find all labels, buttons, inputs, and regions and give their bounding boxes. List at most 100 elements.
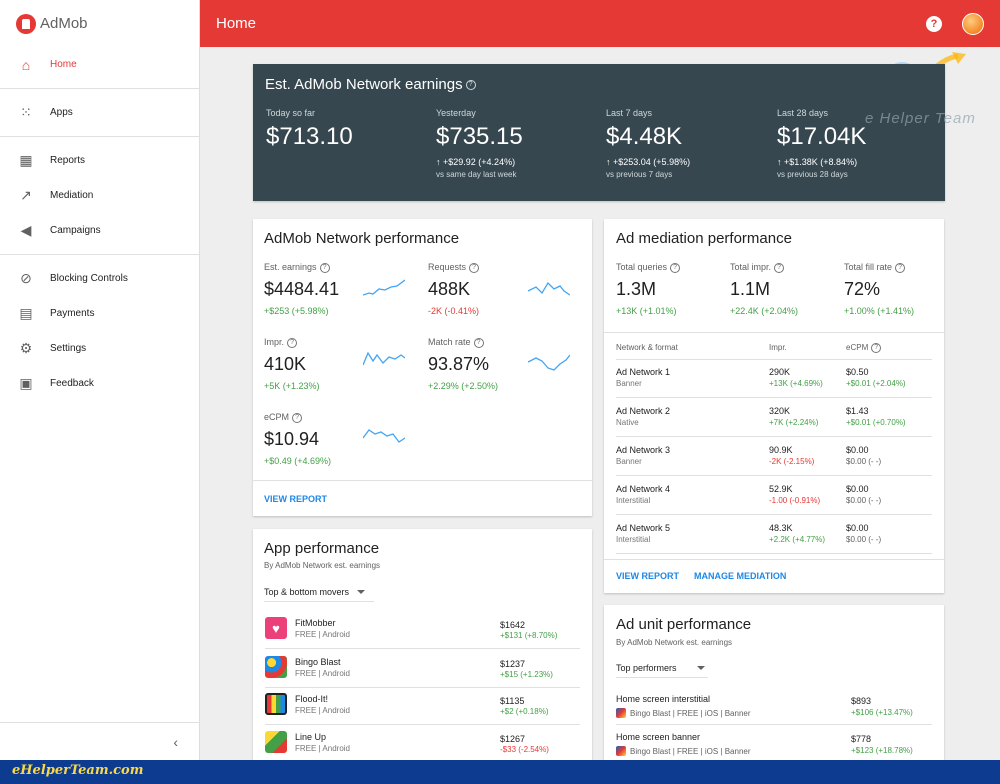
- collapse-sidebar-button[interactable]: ‹: [0, 722, 200, 760]
- flood-it-app-icon: [265, 693, 287, 715]
- earnings-label: Today so far: [266, 108, 316, 118]
- block-icon: ⊘: [20, 270, 32, 286]
- sparkline: [363, 279, 405, 296]
- metric-change: +1.00% (+1.41%): [844, 305, 915, 316]
- earnings-label: Last 7 days: [606, 108, 653, 118]
- help-icon[interactable]: ?: [895, 262, 906, 273]
- earnings-title: Est. AdMob Network earnings?: [265, 76, 476, 93]
- table-row[interactable]: Ad Network 5 Interstitial 48.3K +2.2K (+…: [616, 516, 932, 554]
- list-item[interactable]: ♥ FitMobber FREE | Android $1642 +$131 (…: [265, 611, 580, 649]
- view-report-link[interactable]: VIEW REPORT: [264, 494, 328, 504]
- help-icon[interactable]: ?: [774, 262, 785, 273]
- logo[interactable]: AdMob: [0, 0, 199, 47]
- help-icon[interactable]: ?: [473, 337, 484, 348]
- sidebar-item-mediation[interactable]: ↗ Mediation: [0, 178, 199, 213]
- table-row[interactable]: Ad Network 2 Native 320K +7K (+2.24%) $1…: [616, 399, 932, 437]
- metric-value: $10.94: [264, 428, 320, 449]
- impr-change: -2K (-2.15%): [769, 457, 815, 466]
- apps-grid-icon: ⁙: [20, 104, 32, 120]
- metric-change: -2K (-0.41%): [428, 305, 480, 316]
- ecpm-change: $0.00 (- -): [846, 457, 882, 466]
- list-item[interactable]: Bingo Blast FREE | Android $1237 +$15 (+…: [265, 650, 580, 688]
- sidebar-item-apps[interactable]: ⁙ Apps: [0, 95, 199, 130]
- view-report-link[interactable]: VIEW REPORT: [616, 571, 680, 581]
- impr-change: -1.00 (-0.91%): [769, 496, 821, 505]
- help-icon[interactable]: ?: [469, 262, 480, 273]
- table-row[interactable]: Ad Network 1 Banner 290K +13K (+4.69%) $…: [616, 360, 932, 398]
- table-row[interactable]: Ad Network 4 Interstitial 52.9K -1.00 (-…: [616, 477, 932, 515]
- ecpm-change: $0.00 (- -): [846, 535, 882, 544]
- help-icon[interactable]: ?: [926, 15, 942, 32]
- movers-dropdown[interactable]: Top & bottom movers: [264, 587, 374, 602]
- avatar[interactable]: [962, 12, 984, 35]
- list-item[interactable]: Flood-It! FREE | Android $1135 +$2 (+0.1…: [265, 687, 580, 725]
- list-item[interactable]: Home screen interstitial Bingo Blast | F…: [616, 687, 932, 725]
- app-change: +$131 (+8.70%): [500, 631, 558, 640]
- app-change: -$33 (-2.54%): [500, 745, 549, 754]
- table-row[interactable]: Ad Network 3 Banner 90.9K -2K (-2.15%) $…: [616, 438, 932, 476]
- sidebar-item-feedback[interactable]: ▣ Feedback: [0, 366, 199, 401]
- chevron-down-icon: [696, 666, 705, 670]
- divider: [0, 88, 199, 89]
- divider: [0, 254, 199, 255]
- sidebar-item-settings[interactable]: ⚙ Settings: [0, 331, 199, 366]
- earnings-change: ↑ +$1.38K (+8.84%): [777, 157, 858, 167]
- watermark-footer: eHelperTeam.com: [0, 760, 1000, 784]
- performers-dropdown[interactable]: Top performers: [616, 663, 708, 678]
- metric-requests: Requests? 488K -2K (-0.41%): [428, 262, 480, 316]
- earnings-value: $713.10: [266, 123, 353, 150]
- earnings-last-7-days: Last 7 days $4.48K ↑ +$253.04 (+5.98%) v…: [606, 108, 690, 179]
- help-icon[interactable]: ?: [287, 337, 298, 348]
- sidebar-item-label: Home: [50, 59, 77, 70]
- sidebar-item-payments[interactable]: ▤ Payments: [0, 296, 199, 331]
- network-format: Banner: [616, 457, 642, 466]
- help-icon[interactable]: ?: [292, 412, 303, 423]
- help-icon[interactable]: ?: [670, 262, 681, 273]
- earnings-change: ↑ +$29.92 (+4.24%): [436, 157, 516, 167]
- earnings-comparison: vs same day last week: [436, 170, 517, 179]
- manage-mediation-link[interactable]: MANAGE MEDIATION: [694, 571, 787, 581]
- sidebar-item-label: Reports: [50, 155, 86, 166]
- ad-unit-name: Home screen interstitial: [616, 694, 711, 704]
- sidebar-item-label: Feedback: [50, 378, 94, 389]
- sidebar-item-label: Settings: [50, 343, 87, 354]
- sidebar-item-campaigns[interactable]: ◀ Campaigns: [0, 213, 199, 248]
- ecpm-value: $0.00: [846, 523, 869, 533]
- divider: [0, 136, 199, 137]
- metric-value: 410K: [264, 353, 307, 374]
- arrow-up-icon: ↑: [777, 157, 785, 167]
- app-amount: $1135: [500, 696, 525, 706]
- earnings-value: $4.48K: [606, 123, 683, 150]
- ecpm-value: $0.50: [846, 367, 869, 377]
- help-icon[interactable]: ?: [319, 262, 330, 273]
- earnings-value: $17.04K: [777, 123, 867, 150]
- app-meta: FREE | Android: [295, 744, 350, 753]
- app-change: +$15 (+1.23%): [500, 670, 553, 679]
- impr-change: +2.2K (+4.77%): [769, 535, 826, 544]
- metric-change: +2.29% (+2.50%): [428, 380, 499, 391]
- sidebar-item-home[interactable]: ⌂ Home: [0, 47, 199, 82]
- earnings-label: Last 28 days: [777, 108, 829, 118]
- impr-value: 52.9K: [769, 484, 793, 494]
- impr-value: 290K: [769, 367, 791, 377]
- network-name: Ad Network 3: [616, 445, 671, 455]
- sidebar-item-blocking-controls[interactable]: ⊘ Blocking Controls: [0, 261, 199, 296]
- sidebar-item-reports[interactable]: ▦ Reports: [0, 143, 199, 178]
- list-item[interactable]: Home screen banner Bingo Blast | FREE | …: [616, 725, 932, 763]
- help-icon[interactable]: ?: [871, 343, 882, 353]
- ecpm-value: $0.00: [846, 445, 869, 455]
- network-name: Ad Network 2: [616, 406, 671, 416]
- metric-total-impressions: Total impr.? 1.1M +22.4K (+2.04%): [730, 262, 799, 316]
- metric-est-earnings: Est. earnings? $4484.41 +$253 (+5.98%): [264, 262, 340, 316]
- sparkline: [363, 429, 405, 443]
- app-name: Line Up: [295, 732, 327, 742]
- top-bar: Home ?: [200, 0, 1000, 47]
- list-item[interactable]: Line Up FREE | Android $1267 -$33 (-2.54…: [265, 725, 580, 763]
- sidebar-item-label: Apps: [50, 107, 73, 118]
- impr-change: +13K (+4.69%): [769, 379, 823, 388]
- impr-value: 90.9K: [769, 445, 793, 455]
- help-icon[interactable]: ?: [465, 80, 476, 91]
- network-name: Ad Network 4: [616, 484, 671, 494]
- network-format: Banner: [616, 379, 642, 388]
- impr-value: 48.3K: [769, 523, 793, 533]
